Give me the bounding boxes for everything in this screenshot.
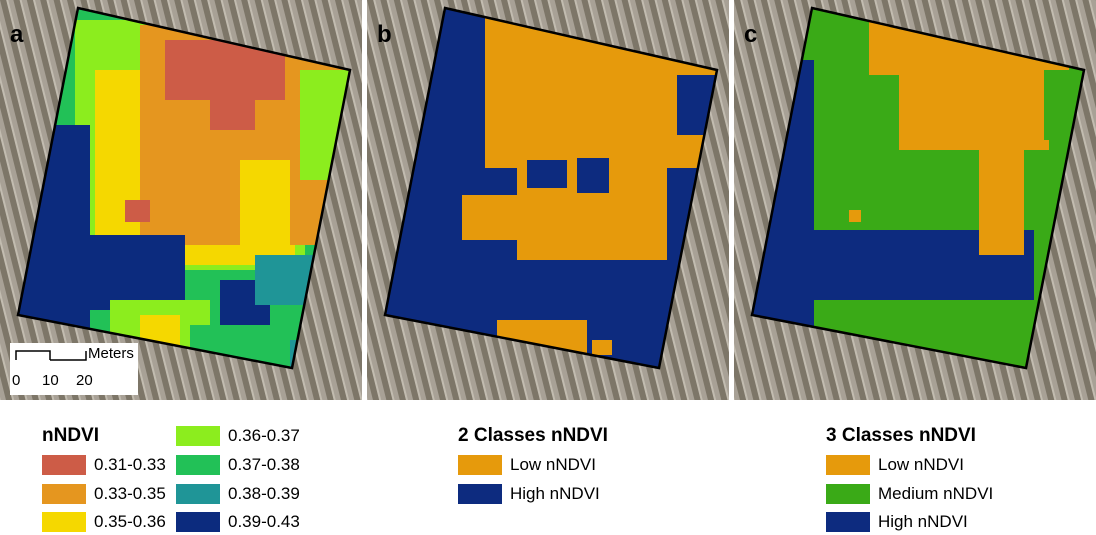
legend-swatch — [176, 455, 220, 475]
legend-title: nNDVI — [42, 425, 99, 446]
class-zone — [577, 158, 609, 193]
panel-label-a: a — [10, 21, 24, 48]
class-zone — [437, 8, 485, 183]
legend-label: 0.35-0.36 — [94, 512, 166, 531]
nndvi-zone — [125, 200, 150, 222]
legend-label: Medium nNDVI — [878, 484, 994, 503]
legend-label: 0.36-0.37 — [228, 426, 300, 445]
field-boundary — [383, 6, 719, 370]
legend-label: 0.39-0.43 — [228, 512, 300, 531]
legend-label: Low nNDVI — [878, 455, 964, 474]
legend-swatch — [176, 426, 220, 446]
legend-label: Low nNDVI — [510, 455, 596, 474]
nndvi-zone — [90, 235, 185, 310]
class-zone — [849, 210, 861, 222]
field-boundary — [16, 6, 352, 370]
nndvi-zone — [210, 95, 255, 130]
class-zone — [899, 70, 1049, 150]
legend-swatch — [42, 455, 86, 475]
legend-label: 0.31-0.33 — [94, 455, 166, 474]
legend-swatch — [176, 484, 220, 504]
legend-label: 0.38-0.39 — [228, 484, 300, 503]
legend-swatch — [826, 484, 870, 504]
legend-title: 3 Classes nNDVI — [826, 425, 976, 446]
legend-swatch — [42, 512, 86, 532]
map-panel-a: a Meters 0 10 20 — [0, 0, 362, 400]
two-class-raster — [385, 8, 717, 368]
scale-tick-20: 20 — [76, 372, 93, 389]
legend-swatch — [458, 484, 502, 504]
panel-label-b: b — [377, 21, 392, 48]
class-zone — [979, 140, 1024, 255]
legend-label: High nNDVI — [878, 512, 968, 531]
nndvi-zone — [240, 160, 290, 245]
legend-label: High nNDVI — [510, 484, 600, 503]
scale-bar: Meters 0 10 20 — [10, 343, 138, 395]
map-panel-c: c — [734, 0, 1096, 400]
legend-swatch — [458, 455, 502, 475]
legend-label: 0.37-0.38 — [228, 455, 300, 474]
legend-title: 2 Classes nNDVI — [458, 425, 608, 446]
field-boundary — [750, 6, 1086, 370]
map-c-canvas: c — [734, 0, 1096, 400]
scale-bar-unit: Meters — [88, 345, 134, 362]
class-zone — [462, 195, 532, 240]
class-zone — [592, 340, 612, 355]
scale-tick-0: 0 — [12, 372, 21, 389]
scale-tick-10: 10 — [42, 372, 59, 389]
legend-swatch — [826, 512, 870, 532]
legend-swatch — [826, 455, 870, 475]
nndvi-raster — [18, 8, 350, 368]
map-b-canvas: b — [367, 0, 729, 400]
legend-label: 0.33-0.35 — [94, 484, 166, 503]
legend-swatch — [176, 512, 220, 532]
panel-label-c: c — [744, 21, 757, 48]
legend-swatch — [42, 484, 86, 504]
scale-bar-graphic — [15, 350, 87, 361]
class-zone — [527, 160, 567, 188]
map-a-canvas: a — [0, 0, 362, 400]
map-panel-b: b — [367, 0, 729, 400]
